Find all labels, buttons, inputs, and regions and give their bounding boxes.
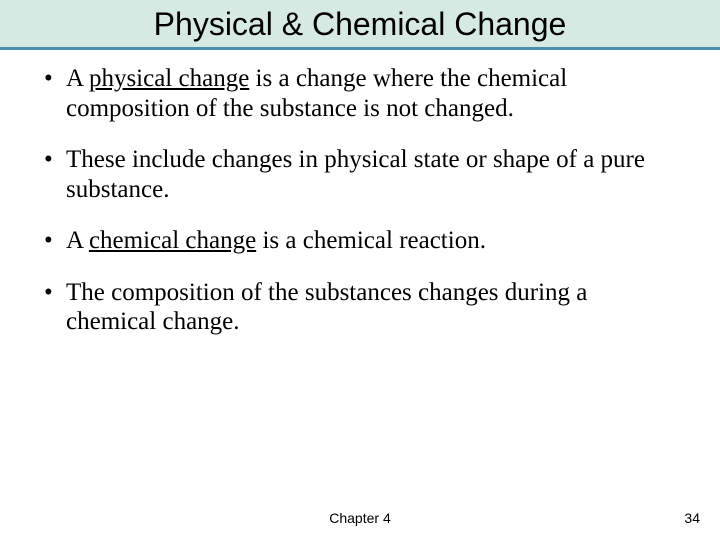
bullet-item: The composition of the substances change…	[44, 278, 680, 337]
slide-title: Physical & Chemical Change	[0, 6, 720, 43]
bullet-item: A chemical change is a chemical reaction…	[44, 226, 680, 256]
bullet-term: physical change	[89, 65, 249, 92]
content-area: A physical change is a change where the …	[0, 50, 720, 337]
page-number: 34	[684, 510, 700, 526]
title-band: Physical & Chemical Change	[0, 0, 720, 50]
bullet-pre: These include changes in physical state …	[66, 146, 645, 203]
bullet-pre: The composition of the substances change…	[66, 279, 587, 336]
bullet-pre: A	[66, 227, 89, 254]
bullet-post: is a chemical reaction.	[256, 227, 486, 254]
bullet-term: chemical change	[89, 227, 256, 254]
footer-chapter: Chapter 4	[0, 510, 720, 526]
bullet-item: These include changes in physical state …	[44, 145, 680, 204]
bullet-item: A physical change is a change where the …	[44, 64, 680, 123]
bullet-list: A physical change is a change where the …	[44, 64, 680, 337]
bullet-pre: A	[66, 65, 89, 92]
